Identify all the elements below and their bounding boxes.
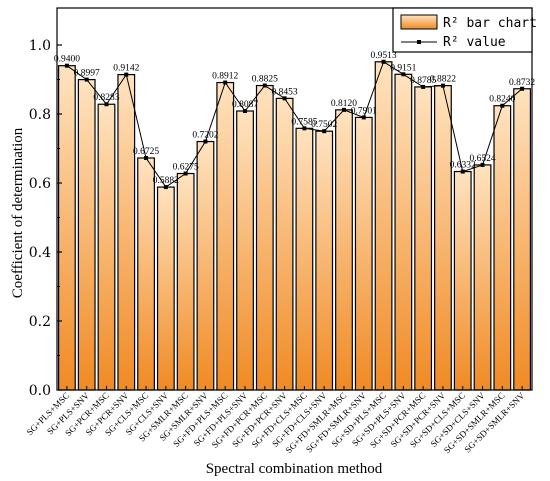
bar-19 (414, 86, 433, 391)
bar-16 (354, 116, 373, 391)
bar-3 (97, 103, 116, 391)
bar-17 (374, 61, 393, 391)
r2-point-1 (64, 63, 69, 68)
r2-point-9 (223, 80, 228, 85)
data-label-7: 0.6275 (173, 163, 199, 173)
bar-5 (137, 157, 155, 391)
r2-point-24 (520, 86, 525, 91)
bar-4 (117, 73, 136, 391)
data-label-10: 0.8087 (232, 100, 258, 110)
y-axis-title: Coefficient of determination (10, 127, 26, 298)
r2-point-10 (243, 109, 248, 113)
legend-bar-swatch (400, 14, 438, 30)
data-label-11: 0.8825 (252, 75, 278, 85)
r2-point-21 (460, 169, 465, 174)
r2-point-2 (84, 77, 89, 82)
bar-15 (335, 109, 353, 391)
data-label-14: 0.7502 (311, 120, 337, 130)
r2-point-11 (262, 83, 267, 88)
data-label-17: 0.9513 (370, 51, 396, 61)
r2-point-6 (163, 185, 168, 190)
data-label-22: 0.6524 (469, 154, 495, 164)
bar-22 (473, 164, 492, 391)
r2-point-5 (144, 155, 149, 160)
bar-13 (295, 127, 314, 391)
legend: R² bar chart R² value (392, 7, 537, 53)
bar-8 (196, 140, 215, 391)
r2-point-4 (124, 72, 129, 77)
bar-14 (315, 130, 334, 391)
bar-23 (493, 105, 512, 391)
r2-point-18 (401, 72, 406, 77)
bar-18 (394, 73, 413, 391)
line-layer (64, 59, 525, 190)
data-label-13: 0.7585 (291, 117, 317, 127)
r2-point-14 (322, 129, 327, 134)
data-label-12: 0.8453 (272, 87, 298, 97)
r2-point-8 (203, 139, 208, 144)
bar-12 (275, 97, 294, 391)
r2-point-22 (480, 162, 485, 167)
r2-point-12 (282, 96, 287, 101)
plot-frame (56, 7, 533, 391)
bar-9 (216, 81, 235, 391)
r2-point-13 (302, 126, 307, 131)
data-label-18: 0.9151 (390, 63, 416, 73)
r2-point-23 (500, 103, 505, 108)
y-tick-label-2: 0.4 (29, 245, 51, 261)
bar-20 (434, 85, 452, 391)
r2-point-19 (421, 84, 426, 89)
legend-bar-label: R² bar chart (443, 16, 537, 31)
bar-24 (513, 88, 532, 391)
legend-line-marker (417, 40, 421, 44)
data-label-19: 0.8785 (410, 76, 436, 86)
data-label-21: 0.6332 (450, 161, 476, 171)
y-tick-label-4: 0.8 (29, 107, 51, 123)
data-label-1: 0.9400 (54, 55, 80, 65)
y-tick-label-1: 0.2 (29, 314, 51, 330)
data-label-24: 0.8732 (509, 78, 535, 88)
y-tick-label-5: 1.0 (29, 38, 51, 54)
bar-11 (255, 84, 274, 391)
data-label-4: 0.9142 (113, 64, 139, 74)
bar-21 (453, 170, 472, 391)
y-tick-label-3: 0.6 (29, 176, 51, 192)
r2-point-7 (183, 171, 188, 176)
r2-line (66, 61, 523, 188)
x-axis-title: Spectral combination method (206, 461, 383, 477)
r2-point-17 (381, 59, 386, 64)
data-label-23: 0.8240 (489, 95, 515, 105)
data-label-9: 0.8912 (212, 72, 238, 82)
data-label-5: 0.6725 (133, 147, 159, 157)
bar-6 (156, 186, 175, 391)
data-label-6: 0.5882 (153, 176, 179, 186)
r2-point-3 (104, 102, 109, 107)
y-tick-label-0: 0.0 (29, 383, 51, 399)
bar-2 (77, 78, 96, 391)
data-label-16: 0.7901 (351, 106, 377, 116)
data-label-3: 0.8283 (93, 93, 119, 103)
data-labels-layer: 0.9400 0.8997 0.8283 0.9142 0.6725 0.5882 0.62… (54, 51, 536, 186)
data-label-8: 0.7202 (192, 131, 218, 141)
data-label-15: 0.8120 (331, 99, 357, 109)
r2-point-16 (361, 115, 366, 120)
r2-point-20 (440, 83, 445, 88)
legend-line-label: R² value (443, 35, 506, 50)
bar-10 (236, 110, 254, 391)
data-label-2: 0.8997 (74, 69, 100, 79)
bar-7 (176, 172, 195, 391)
data-label-20: 0.8822 (430, 75, 456, 85)
bars-layer (57, 61, 532, 391)
r2-point-15 (341, 107, 346, 112)
